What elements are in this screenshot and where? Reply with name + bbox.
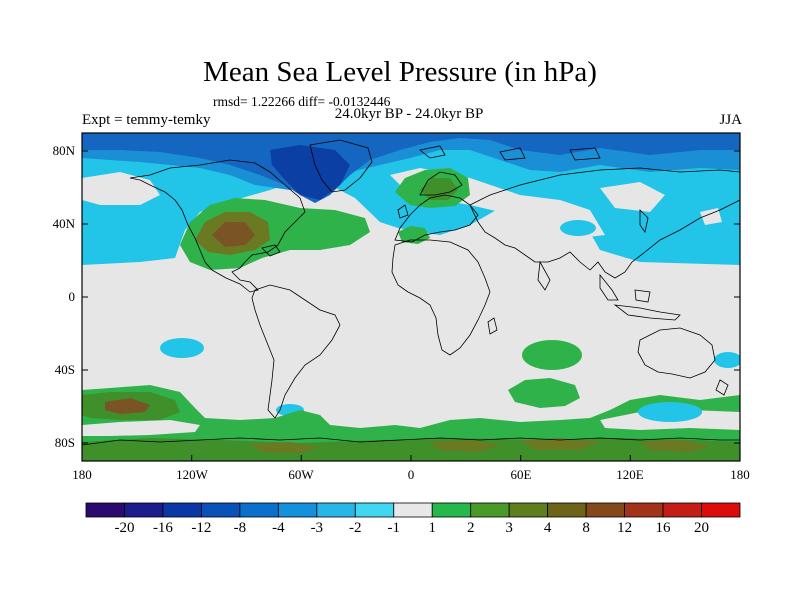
lon-label-0: 0 [407,467,415,482]
page-title: Mean Sea Level Pressure (in hPa) [203,56,597,88]
north-grey-patch-siberia [600,182,665,212]
lat-label-0: 0 [68,289,76,304]
period-label: 24.0kyr BP - 24.0kyr BP [334,106,484,122]
colorbar-swatch [662,502,702,518]
lon-label-180w: 180 [72,467,92,482]
colorbar-tick-label: 4 [543,520,552,536]
arctic-dark-blue [82,133,740,203]
colorbar-swatch [585,502,625,518]
colorbar-tick-label: 1 [428,520,436,536]
colorbar-swatch [239,502,279,518]
lon-label-120w: 120W [176,467,208,482]
lat-label-40n: 40N [52,216,75,231]
south-grey-gap [82,420,200,436]
lat-ticks [82,150,740,444]
colorbar-tick-label: -12 [191,520,212,536]
colorbar-tick-label: -4 [272,520,285,536]
colorbar-swatch [162,502,202,518]
colorbar-swatch [277,502,318,518]
colorbar-tick-label: -8 [233,520,247,536]
colorbar-swatch [201,502,241,518]
colorbar-swatch [624,502,664,518]
lon-label-60w: 60W [288,467,314,482]
north-grey-patch-east [700,208,722,225]
colorbar-tick-label: -1 [387,520,401,536]
lon-label-120e: 120E [616,467,644,482]
colorbar-tick-label: 3 [505,520,513,536]
colorbar-swatch [508,502,549,518]
south-pacific-brown [105,398,150,414]
south-atlantic-green [508,378,580,408]
colorbar-tick-label: -2 [349,520,362,536]
colorbar-tick-label: 2 [466,520,475,536]
map-area [82,133,740,461]
lat-label-80n: 80N [52,143,75,158]
colorbar [85,502,741,518]
colorbar-swatch [124,502,164,518]
lon-label-180e: 180 [730,467,750,482]
lon-ticks [81,455,741,461]
lat-label-80s: 80S [54,435,75,450]
colorbar-swatch [431,502,472,518]
colorbar-swatch [470,502,510,518]
colorbar-tick-label: -20 [114,520,135,536]
colorbar-swatch [354,502,395,518]
colorbar-tick-label: 16 [655,520,671,536]
lat-label-40s: 40S [54,362,75,377]
coastlines [82,139,740,446]
arctic-navy [270,145,350,200]
experiment-label: Expt = temmy-temky [82,112,211,128]
colorbar-swatch [547,502,587,518]
colorbar-swatch [701,502,741,518]
stats-label: rmsd= 1.22266 diff= -0.0132446 [213,94,391,109]
colorbar-tick-label: 12 [617,520,633,536]
south-east-blue [638,402,702,422]
colorbar-swatch [85,502,125,518]
colorbar-tick-label: 8 [582,520,590,536]
lon-label-60e: 60E [510,467,532,482]
scandinavia-olive [420,178,458,200]
colorbar-tick-label: -3 [310,520,324,536]
colorbar-swatch [316,502,356,518]
asia-blue-spot [560,220,596,236]
colorbar-tick-label: 20 [694,520,710,536]
season-label: JJA [719,112,742,128]
colorbar-swatch [393,502,433,518]
antarctic-brown-patches [250,438,710,453]
pacific-blue-spot [160,338,204,358]
indian-blue-spot [714,352,740,368]
mediterranean-green [398,226,430,244]
south-indian-green [522,340,582,370]
atlantic-brown [212,222,255,247]
colorbar-tick-label: -16 [152,520,173,536]
